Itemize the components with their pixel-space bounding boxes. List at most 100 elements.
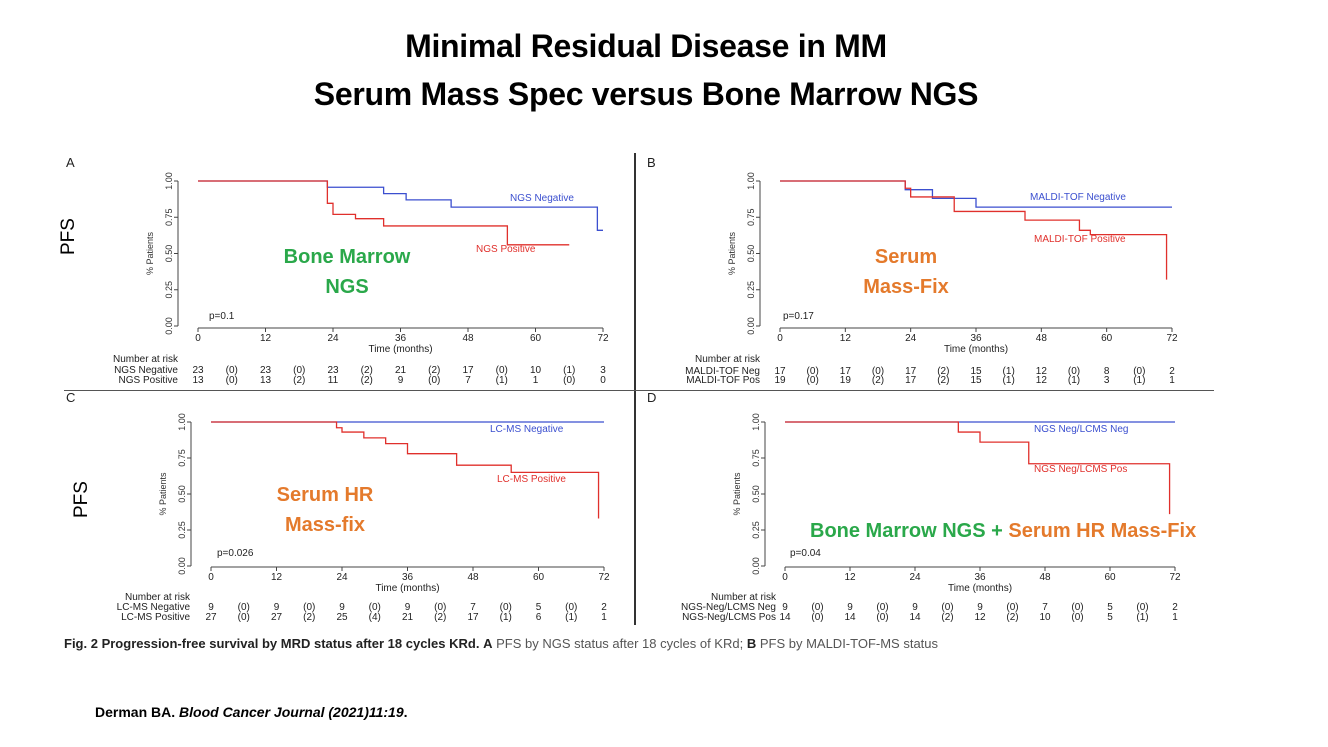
overlay-text: Serum HR Mass-fix	[276, 484, 374, 536]
panel-a-risk-value: 13	[260, 375, 272, 386]
panel-c-risk-value: (0)	[238, 602, 250, 613]
caption-a-text: PFS by NGS status after 18 cycles of KRd…	[496, 636, 744, 651]
panel-d-risk-value: (0)	[876, 602, 888, 613]
panel-a-risk-value: (2)	[361, 375, 373, 386]
panel-d-risk-value: (0)	[1006, 602, 1018, 613]
panel-b-risk-row-label: MALDI-TOF Pos	[686, 375, 760, 386]
panel-b-risk-value: (2)	[937, 375, 949, 386]
panel-a-pvalue: p=0.1	[209, 311, 235, 322]
panel-d-risk-value: 9	[977, 602, 983, 613]
panel-c-x-tick-label: 60	[533, 572, 545, 583]
panel-a-y-tick-label: 1.00	[164, 172, 174, 190]
panel-d-x-tick-label: 0	[782, 572, 788, 583]
panel-d-series-2-line	[785, 421, 1171, 515]
overlay-combined: Bone Marrow NGS + Serum HR Mass-Fix	[810, 516, 1196, 546]
panel-d-x-tick-label: 60	[1104, 572, 1116, 583]
panel-a-risk-value: (2)	[361, 365, 373, 376]
panel-b-risk-value: 15	[970, 366, 982, 377]
panel-b-y-tick-label: 0.00	[746, 317, 756, 335]
panel-b-risk-value: (1)	[1068, 375, 1080, 386]
panel-d-risk-value: 2	[1172, 602, 1178, 613]
panel-b-risk-value: 17	[774, 366, 786, 377]
panel-b-risk-value: 19	[774, 375, 786, 386]
panel-b-series-1-label: MALDI-TOF Negative	[1030, 192, 1126, 203]
panel-b-y-label: % Patients	[727, 231, 737, 275]
panel-a-risk-value: 0	[600, 375, 606, 386]
panel-d-pvalue: p=0.04	[790, 548, 821, 559]
panel-c-risk-value: 9	[405, 602, 411, 613]
panel-c-risk-value: (1)	[500, 612, 512, 623]
panel-d-risk-value: 7	[1042, 602, 1048, 613]
panel-a-risk-value: 11	[328, 375, 339, 386]
panel-a-x-tick-label: 12	[260, 333, 272, 344]
panel-d-y-tick-label: 1.00	[751, 413, 761, 431]
panel-c-risk-value: (1)	[565, 612, 577, 623]
panel-c-series-2-line	[211, 421, 600, 519]
panel-c-risk-header: Number at risk	[125, 592, 191, 603]
slide-title-line1: Minimal Residual Disease in MM	[405, 28, 887, 64]
panel-b-risk-value: (2)	[937, 366, 949, 377]
panel-b-x-label: Time (months)	[944, 344, 1008, 355]
panel-b-risk-value: (0)	[1133, 366, 1145, 377]
citation-journal: Blood Cancer Journal (2021)11:19	[179, 704, 404, 720]
panel-c-y-tick-label: 1.00	[177, 413, 187, 431]
panel-d-risk-value: (0)	[876, 612, 888, 623]
caption-bold-text: Progression-free survival by MRD status …	[101, 636, 480, 651]
panel-d-risk-value: (0)	[1071, 612, 1083, 623]
panel-a-risk-value: 23	[260, 365, 272, 376]
panel-a-risk-value: 9	[398, 375, 404, 386]
panel-b-y-tick-label: 0.50	[746, 245, 756, 263]
panel-a-risk-value: 21	[395, 365, 407, 376]
panel-b-y-tick-label: 0.25	[746, 281, 756, 299]
panel-a-series-2-line	[198, 180, 570, 246]
panel-c-risk-value: 9	[339, 602, 345, 613]
panel-c-y-label: % Patients	[158, 472, 168, 516]
panel-b-risk-value: 2	[1169, 366, 1175, 377]
panel-c-x-tick-label: 48	[467, 572, 479, 583]
panel-c-x-tick-label: 36	[402, 572, 414, 583]
panel-a-x-tick-label: 0	[195, 333, 201, 344]
panel-d-risk-value: 14	[779, 612, 791, 623]
panel-b-risk-value: 17	[905, 375, 917, 386]
panel-a-risk-row-label: NGS Negative	[114, 365, 178, 376]
panel-c-risk-value: 6	[536, 612, 542, 623]
panel-a-x-tick-label: 72	[597, 333, 609, 344]
panel-b-risk-value: 15	[970, 375, 982, 386]
panel-c-pvalue: p=0.026	[217, 548, 254, 559]
panel-b-x-tick-label: 60	[1101, 333, 1113, 344]
panel-a-risk-value: 13	[192, 375, 204, 386]
panel-d-x-label: Time (months)	[948, 583, 1012, 594]
caption-a-letter: A	[483, 636, 493, 651]
panel-a-risk-value: (0)	[428, 375, 440, 386]
panel-a-risk-value: (0)	[226, 365, 238, 376]
panel-b-risk-value: 17	[840, 366, 852, 377]
panel-d-risk-value: 9	[847, 602, 853, 613]
panel-b-risk-value: (0)	[807, 375, 819, 386]
panel-a-y-tick-label: 0.75	[164, 208, 174, 226]
panel-d-letter: D	[647, 390, 656, 405]
panel-d-risk-value: (1)	[1136, 612, 1148, 623]
panel-c-risk-value: 25	[336, 612, 348, 623]
panel-b-risk-value: (0)	[872, 366, 884, 377]
panel-c-risk-row-label: LC-MS Positive	[121, 612, 190, 623]
panel-a-risk-value: 7	[465, 375, 471, 386]
panel-c-risk-value: 9	[208, 602, 214, 613]
panel-c-series-2-label: LC-MS Positive	[497, 474, 566, 485]
panel-d-series-2-label: NGS Neg/LCMS Pos	[1034, 464, 1127, 475]
panel-c-risk-value: (2)	[434, 612, 446, 623]
panel-c-y-tick-label: 0.25	[177, 521, 187, 539]
panel-c-x-tick-label: 0	[208, 572, 214, 583]
slide-title-line2: Serum Mass Spec versus Bone Marrow NGS	[313, 76, 979, 112]
panel-a-risk-value: (1)	[496, 375, 508, 386]
panel-a-series-1-label: NGS Negative	[510, 193, 574, 204]
panel-d-risk-value: 5	[1107, 602, 1113, 613]
panel-a-risk-value: (0)	[496, 365, 508, 376]
citation: Derman BA. Blood Cancer Journal (2021)11…	[95, 704, 408, 720]
panel-b-risk-value: (0)	[1068, 366, 1080, 377]
panel-d-y-tick-label: 0.00	[751, 557, 761, 575]
panel-a-x-tick-label: 36	[395, 333, 407, 344]
panel-b-risk-header: Number at risk	[695, 354, 761, 365]
panel-d-risk-value: (0)	[941, 602, 953, 613]
panel-d-risk-value: (0)	[811, 612, 823, 623]
panel-a-y-tick-label: 0.25	[164, 281, 174, 299]
